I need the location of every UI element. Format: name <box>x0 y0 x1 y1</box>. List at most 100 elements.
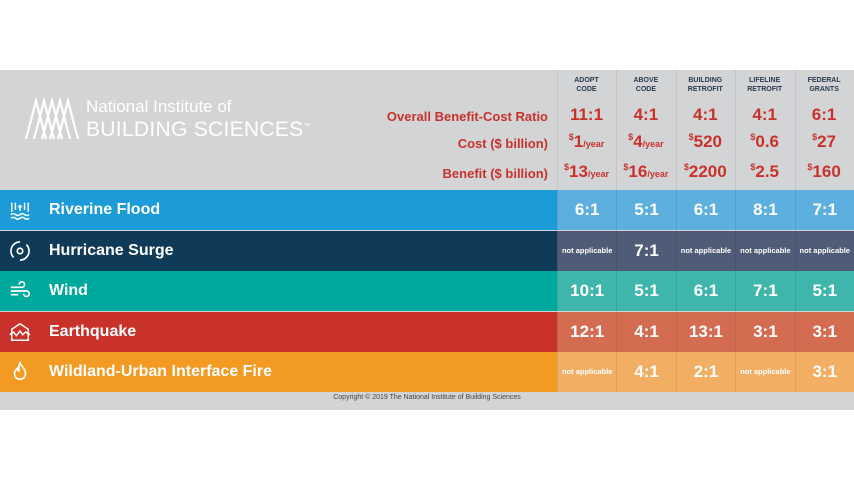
column-header-line: ABOVE <box>633 77 659 84</box>
column-header: LIFELINE RETROFIT <box>735 76 794 94</box>
value-part: 2.5 <box>755 162 780 181</box>
column-3: LIFELINE RETROFIT 4:1 $0.6 $2.5 <box>735 70 794 190</box>
hazard-row: Wind 10:1 5:1 6:1 7:1 5:1 <box>0 271 854 312</box>
ratio-cell: not applicable <box>794 230 854 271</box>
value-part: $ <box>750 132 756 142</box>
logo-line2: BUILDING SCIENCES <box>86 117 304 141</box>
cost-label: Cost ($ billion) <box>457 136 548 151</box>
ratio-cell: 12:1 <box>557 311 617 352</box>
ratio-cell: 5:1 <box>616 271 676 312</box>
column-header-line: RETROFIT <box>687 86 723 93</box>
column-1: ABOVE CODE 4:1 $4/year $16/year <box>616 70 675 190</box>
ratio-value: 6:1 <box>811 105 837 124</box>
column-header-line: CODE <box>635 86 656 93</box>
column-header: FEDERAL GRANTS <box>795 76 854 94</box>
column-2: BUILDING RETROFIT 4:1 $520 $2200 <box>676 70 735 190</box>
ratio-cell: 6:1 <box>675 190 736 230</box>
ratio-cell: 3:1 <box>735 311 795 352</box>
wind-icon <box>0 271 40 311</box>
value-part: 13 <box>569 162 588 181</box>
value-part: $ <box>564 162 570 172</box>
column-header-line: RETROFIT <box>747 86 783 93</box>
benefit-value: $16/year <box>616 162 675 182</box>
ratio-cell: 10:1 <box>557 271 617 312</box>
ratio-cell: 13:1 <box>675 311 736 352</box>
value-part: $ <box>807 162 813 172</box>
hazard-name: Hurricane Surge <box>49 241 174 259</box>
value-part: $ <box>683 162 689 172</box>
benefit-label: Benefit ($ billion) <box>442 166 548 181</box>
ratio-cell: not applicable <box>735 230 795 271</box>
ratio-value: 4:1 <box>693 105 718 124</box>
value-part: /year <box>647 169 669 179</box>
logo-line1: National Institute of <box>86 96 232 116</box>
ratio-cell: not applicable <box>557 230 617 271</box>
flood-icon <box>0 190 40 230</box>
column-header-line: ADOPT <box>574 77 599 84</box>
hazard-name: Wind <box>49 282 88 300</box>
column-header-line: BUILDING <box>688 77 723 84</box>
value-part: 2200 <box>688 162 727 181</box>
ratio-cell: 7:1 <box>735 271 795 312</box>
value-part: $ <box>628 132 634 142</box>
value-part: 4 <box>633 132 643 151</box>
benefit-value: $13/year <box>557 162 616 182</box>
value-part: $ <box>623 162 629 172</box>
value-part: $ <box>750 162 756 172</box>
value-part: $ <box>568 132 574 142</box>
hazard-row: Hurricane Surge not applicable 7:1 not appl… <box>0 230 854 271</box>
value-part: $ <box>812 132 818 142</box>
hazard-row: Riverine Flood 6:1 5:1 6:1 8:1 7:1 <box>0 190 854 230</box>
ratio-value: 11:1 <box>569 105 604 124</box>
column-4: FEDERAL GRANTS 6:1 $27 $160 <box>795 70 854 190</box>
ratio-cell: 5:1 <box>794 271 854 312</box>
benefit-value: $160 <box>795 162 854 182</box>
value-part: 0.6 <box>755 132 780 151</box>
hazard-row: Wildland-Urban Interface Fire not applica… <box>0 352 854 393</box>
column-0: ADOPT CODE 11:1 $1/year $13/year <box>557 70 616 190</box>
hazard-name: Riverine Flood <box>49 201 161 218</box>
ratio-cell: 8:1 <box>735 190 795 230</box>
cost-value: $4/year <box>616 132 675 152</box>
cost-value: $27 <box>795 132 854 152</box>
ratio-value: 4:1 <box>752 105 777 124</box>
ratio-cell: not applicable <box>735 352 795 393</box>
nibs-logo: National Institute of BUILDING SCIENCES™ <box>24 97 311 141</box>
cost-value: $1/year <box>557 132 616 152</box>
column-header: BUILDING RETROFIT <box>676 76 735 94</box>
ratio-cell: 4:1 <box>616 311 676 352</box>
ratio-cell: 2:1 <box>675 352 736 393</box>
column-header-line: LIFELINE <box>749 77 781 84</box>
ratio-cell: 6:1 <box>675 271 736 312</box>
benefit-cost-table: National Institute of BUILDING SCIENCES™… <box>0 70 854 410</box>
ratio-value: 4:1 <box>633 105 659 124</box>
earthquake-icon <box>0 312 40 352</box>
ratio-cell: 7:1 <box>616 230 676 271</box>
ratio-cell: 7:1 <box>794 190 854 230</box>
value-part: 160 <box>812 162 841 181</box>
ratio-cell: not applicable <box>675 230 736 271</box>
cost-value: $520 <box>676 132 735 152</box>
column-header: ABOVE CODE <box>616 76 675 94</box>
hazard-row: Earthquake 12:1 4:1 13:1 3:1 3:1 <box>0 311 854 352</box>
value-part: 16 <box>628 162 648 181</box>
ratio-cell: 4:1 <box>616 352 676 393</box>
fire-icon <box>0 352 40 392</box>
column-header-line: FEDERAL <box>807 77 841 84</box>
column-header-line: CODE <box>576 86 597 93</box>
ratio-label: Overall Benefit-Cost Ratio <box>386 109 548 124</box>
nibs-logo-icon <box>24 97 80 140</box>
cost-value: $0.6 <box>735 132 794 152</box>
ratio-cell: 6:1 <box>557 190 617 230</box>
column-header: ADOPT CODE <box>557 76 616 94</box>
ratio-cell: 3:1 <box>794 352 854 393</box>
value-part: 520 <box>693 132 722 151</box>
benefit-value: $2.5 <box>735 162 794 182</box>
value-part: 27 <box>817 132 837 151</box>
column-header-line: GRANTS <box>809 86 839 93</box>
hazard-name: Wildland-Urban Interface Fire <box>49 363 272 381</box>
hurricane-icon <box>0 231 40 271</box>
value-part: $ <box>688 132 694 142</box>
ratio-cell: 5:1 <box>616 190 676 230</box>
ratio-cell: not applicable <box>557 352 617 393</box>
